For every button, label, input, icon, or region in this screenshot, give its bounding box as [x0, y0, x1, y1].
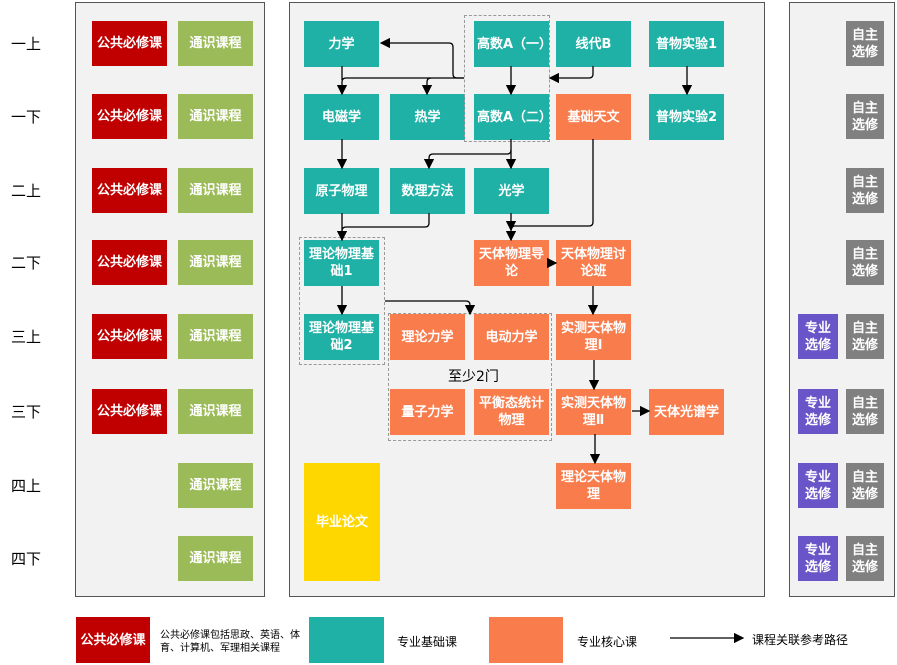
term-label: 三下 [10, 403, 41, 421]
free-elective-course[interactable]: 自主选修 [846, 389, 884, 434]
course-math-methods[interactable]: 数理方法 [390, 168, 465, 214]
course-theo-astro[interactable]: 理论天体物理 [556, 463, 631, 509]
term-label: 二上 [10, 182, 41, 200]
course-atomic[interactable]: 原子物理 [304, 168, 379, 214]
term-label: 二下 [10, 254, 41, 272]
legend-core-swatch [489, 617, 563, 663]
free-elective-course[interactable]: 自主选修 [846, 463, 884, 508]
prerequisite-arrow [548, 66, 594, 84]
course-calc-a2[interactable]: 高数A（二） [474, 94, 552, 140]
legend-arrow-label: 课程关联参考路径 [752, 633, 849, 647]
public-required-course[interactable]: 公共必修课 [92, 21, 167, 66]
course-quantum[interactable]: 量子力学 [390, 389, 465, 435]
public-required-course[interactable]: 公共必修课 [92, 240, 167, 285]
course-astro-intro[interactable]: 天体物理导论 [474, 240, 549, 286]
public-required-course[interactable]: 公共必修课 [92, 314, 167, 359]
course-spectroscopy[interactable]: 天体光谱学 [649, 389, 724, 435]
general-education-course[interactable]: 通识课程 [178, 463, 253, 508]
course-thesis[interactable]: 毕业论文 [304, 463, 380, 581]
free-elective-course[interactable]: 自主选修 [846, 94, 884, 139]
course-lab1[interactable]: 普物实验1 [649, 21, 724, 67]
legend-core-label: 专业核心课 [577, 635, 638, 649]
free-elective-course[interactable]: 自主选修 [846, 168, 884, 213]
major-elective-course[interactable]: 专业选修 [798, 536, 838, 581]
course-lab2[interactable]: 普物实验2 [649, 94, 724, 140]
course-mechanics[interactable]: 力学 [304, 21, 379, 67]
course-basic-astro[interactable]: 基础天文 [556, 94, 631, 140]
term-label: 三上 [10, 328, 41, 346]
course-theo-found1[interactable]: 理论物理基础1 [304, 240, 379, 286]
course-calc-a1[interactable]: 高数A（一） [474, 21, 552, 67]
term-label: 一下 [10, 108, 41, 126]
major-elective-course[interactable]: 专业选修 [798, 463, 838, 508]
major-elective-course[interactable]: 专业选修 [798, 314, 838, 359]
course-optics[interactable]: 光学 [474, 168, 549, 214]
free-elective-course[interactable]: 自主选修 [846, 314, 884, 359]
legend-public-required-swatch: 公共必修课 [76, 617, 150, 663]
free-elective-course[interactable]: 自主选修 [846, 240, 884, 285]
course-thermo[interactable]: 热学 [390, 94, 465, 140]
legend-public-required-desc: 公共必修课包括思政、英语、体育、计算机、军理相关课程 [160, 630, 300, 654]
course-electrodyn[interactable]: 电动力学 [474, 314, 549, 360]
free-elective-course[interactable]: 自主选修 [846, 536, 884, 581]
elective-group-note: 至少2门 [448, 369, 499, 385]
course-obs-astro1[interactable]: 实测天体物理Ⅰ [556, 314, 631, 360]
general-education-course[interactable]: 通识课程 [178, 536, 253, 581]
course-theo-mech[interactable]: 理论力学 [390, 314, 465, 360]
free-elective-course[interactable]: 自主选修 [846, 21, 884, 66]
prerequisite-arrow [385, 300, 476, 316]
course-astro-seminar[interactable]: 天体物理讨论班 [556, 240, 631, 286]
prerequisite-arrow [379, 37, 464, 79]
prerequisite-arrow [505, 139, 594, 232]
general-education-course[interactable]: 通识课程 [178, 314, 253, 359]
general-education-course[interactable]: 通识课程 [178, 240, 253, 285]
legend-foundation-swatch [309, 617, 384, 663]
term-label: 一上 [10, 35, 41, 53]
prerequisite-arrow [341, 213, 430, 232]
prerequisite-arrow [423, 149, 512, 170]
general-education-course[interactable]: 通识课程 [178, 94, 253, 139]
general-education-course[interactable]: 通识课程 [178, 389, 253, 434]
course-linear-b[interactable]: 线代B [556, 21, 631, 67]
public-required-course[interactable]: 公共必修课 [92, 94, 167, 139]
course-theo-found2[interactable]: 理论物理基础2 [304, 314, 379, 360]
general-education-course[interactable]: 通识课程 [178, 168, 253, 213]
prerequisite-arrow [336, 77, 464, 96]
general-education-course[interactable]: 通识课程 [178, 21, 253, 66]
course-stat-phys[interactable]: 平衡态统计物理 [474, 389, 549, 435]
public-required-course[interactable]: 公共必修课 [92, 389, 167, 434]
course-obs-astro2[interactable]: 实测天体物理Ⅱ [556, 389, 631, 435]
course-em[interactable]: 电磁学 [304, 94, 379, 140]
term-label: 四下 [10, 550, 41, 568]
major-elective-course[interactable]: 专业选修 [798, 389, 838, 434]
prerequisite-arrow [421, 77, 433, 96]
public-required-course[interactable]: 公共必修课 [92, 168, 167, 213]
term-label: 四上 [10, 477, 41, 495]
legend-foundation-label: 专业基础课 [397, 635, 458, 649]
